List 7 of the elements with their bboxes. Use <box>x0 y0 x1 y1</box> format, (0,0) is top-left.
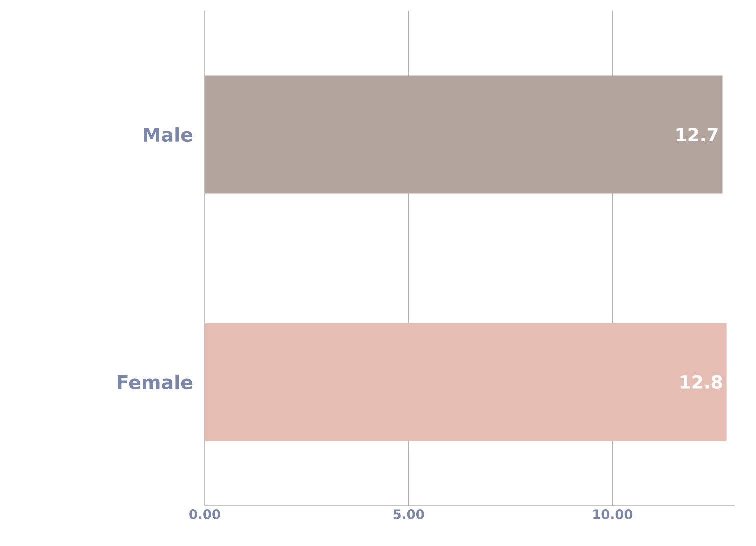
y-tick-label: Male <box>144 127 193 142</box>
y-tick-label: Female <box>118 374 193 390</box>
x-tick-label: 10.00 <box>594 510 633 520</box>
data-label: 12.8 <box>680 375 722 390</box>
x-tick-label: 5.00 <box>394 510 424 520</box>
data-label: 12.7 <box>676 128 718 142</box>
x-tick-label: 0.00 <box>190 510 220 520</box>
